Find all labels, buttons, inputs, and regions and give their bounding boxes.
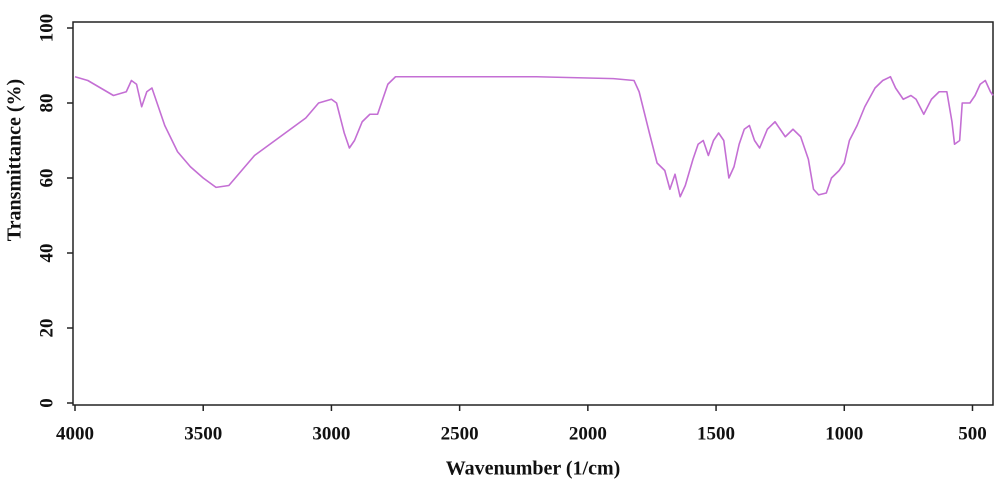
x-tick-label: 1000 (825, 423, 863, 444)
x-tick-label: 2500 (441, 423, 479, 444)
x-axis-title: Wavenumber (1/cm) (446, 458, 621, 480)
y-tick-label: 20 (36, 319, 57, 338)
y-tick-label: 100 (36, 14, 57, 43)
spectrum-line (74, 75, 994, 198)
x-tick-label: 3500 (184, 423, 222, 444)
plot-frame (72, 21, 994, 406)
y-tick-label: 60 (36, 169, 57, 188)
y-tick-label: 40 (36, 244, 57, 263)
y-axis-title: Transmittance (%) (4, 79, 26, 241)
x-tick-label: 500 (958, 423, 987, 444)
y-tick-label: 0 (36, 398, 57, 408)
y-tick-label: 80 (36, 94, 57, 113)
x-tick-label: 2000 (569, 423, 607, 444)
x-tick-label: 3000 (312, 423, 350, 444)
x-tick-label: 4000 (56, 423, 94, 444)
x-tick-label: 1500 (697, 423, 735, 444)
